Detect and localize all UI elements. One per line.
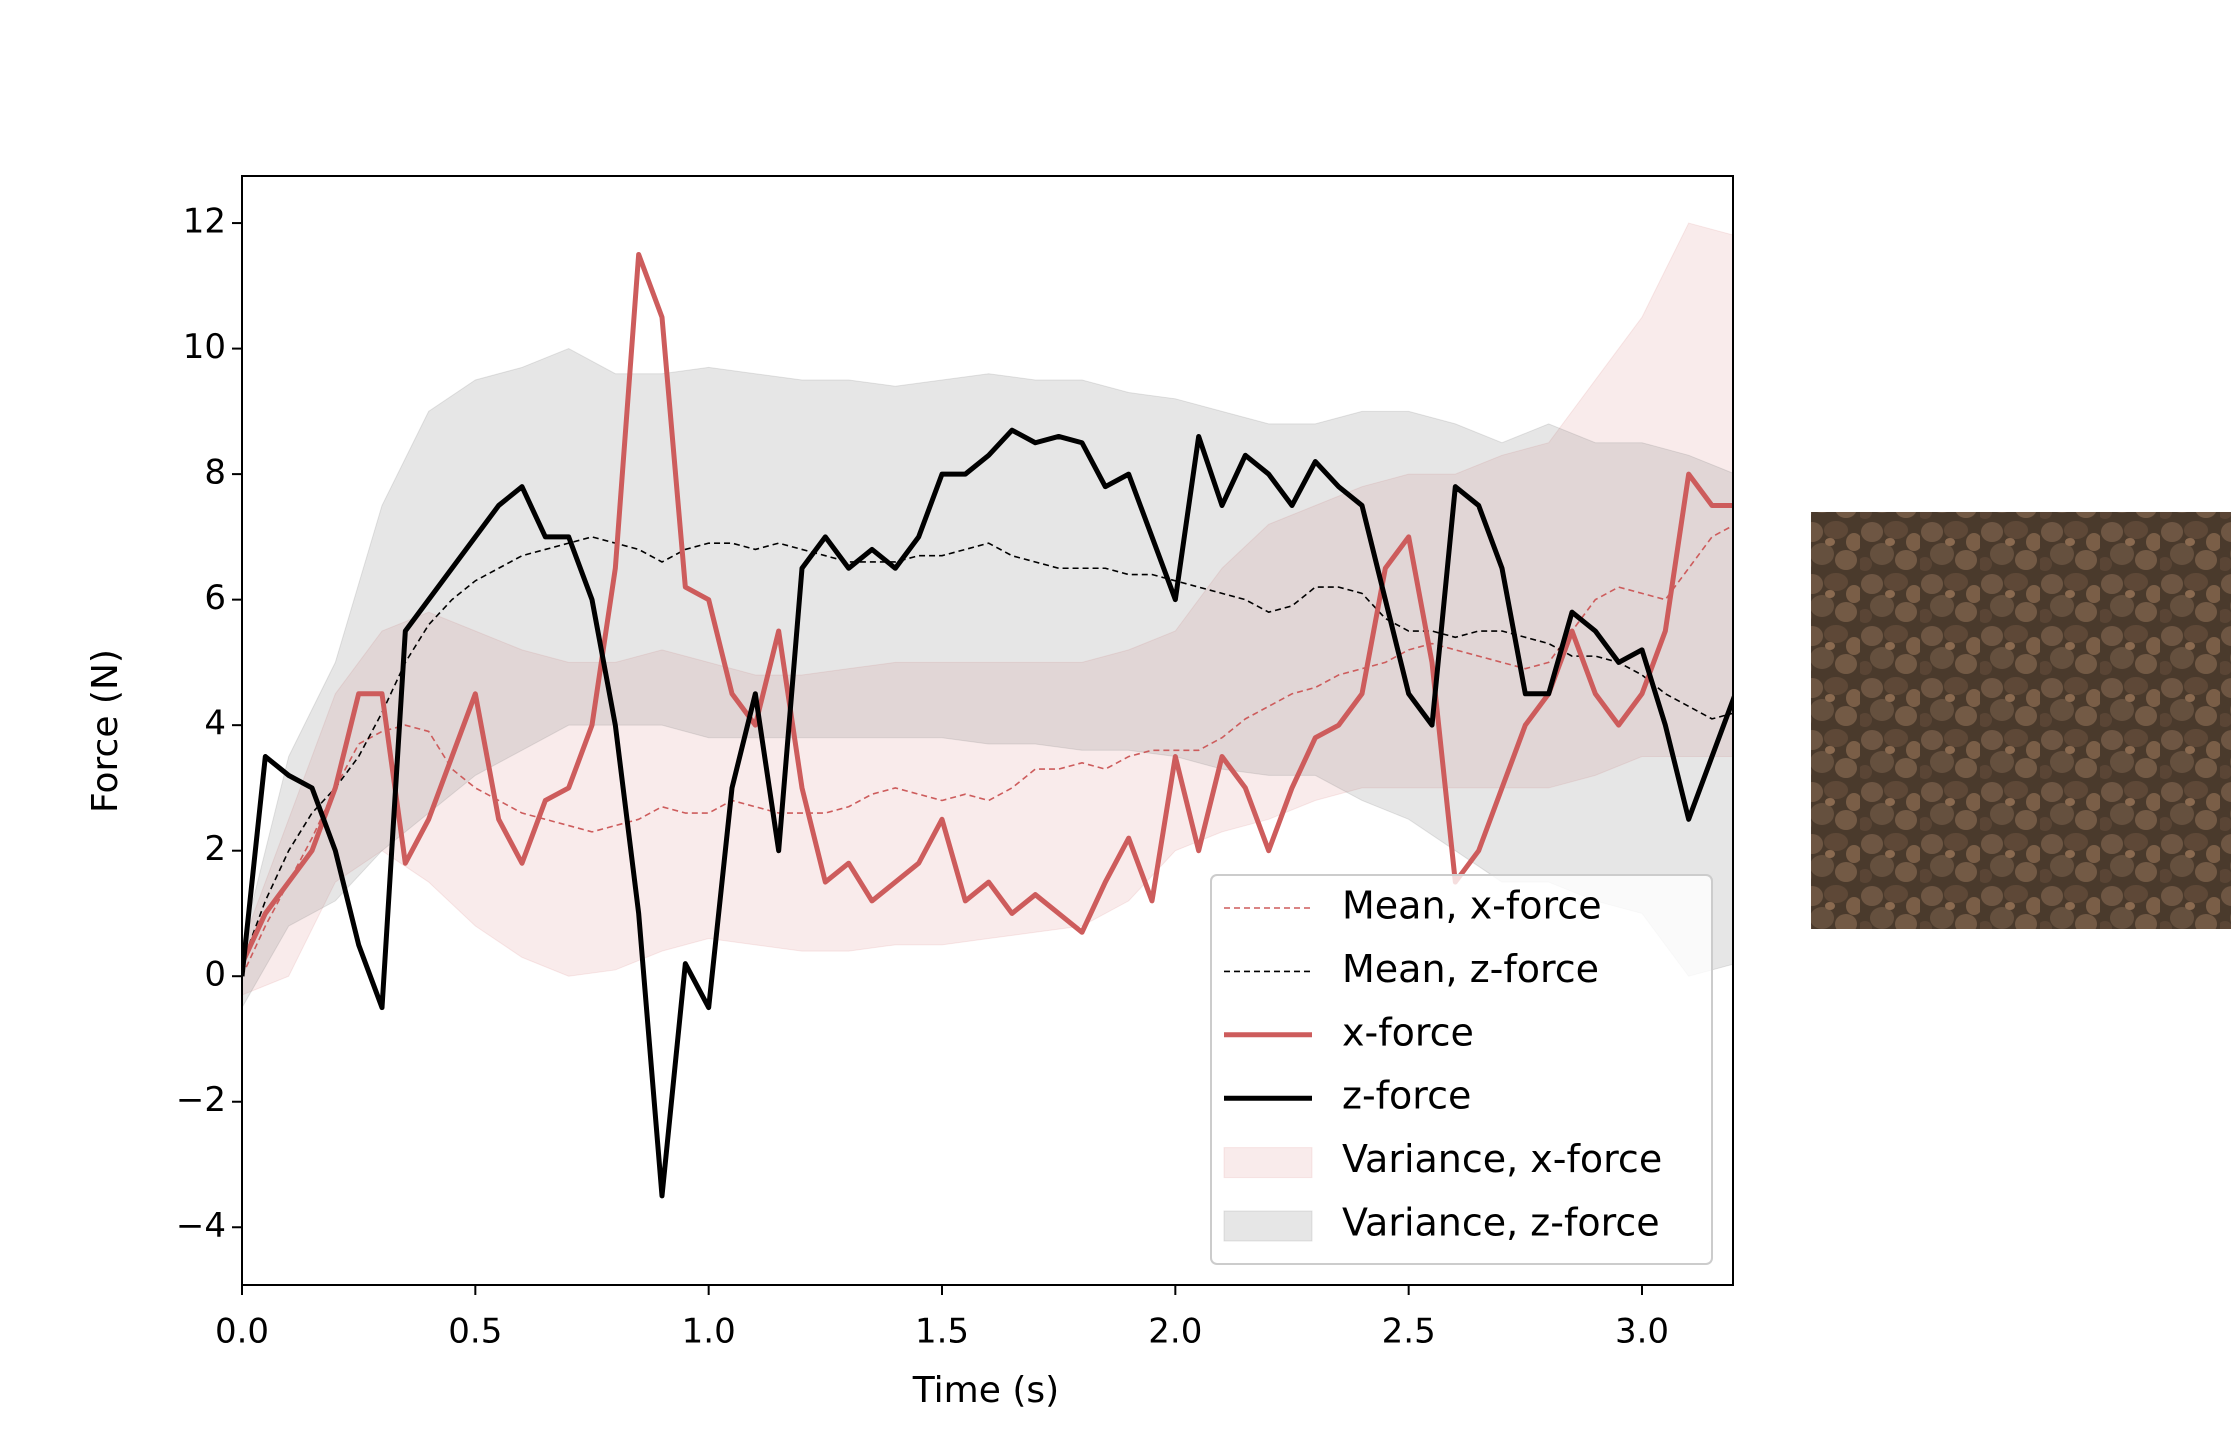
legend-label: Mean, x-force [1342, 884, 1602, 928]
force-line [242, 427, 1733, 1199]
y-tick-label: 2 [204, 829, 226, 869]
x-tick-label: 2.5 [1382, 1312, 1436, 1352]
variance-band [242, 348, 1733, 1009]
y-tick-label: 12 [183, 202, 226, 242]
y-tick-label: 6 [204, 578, 226, 618]
variance-band [242, 222, 1733, 996]
legend-label: Variance, x-force [1342, 1137, 1662, 1181]
x-tick-label: 2.0 [1148, 1312, 1202, 1352]
y-tick-label: 10 [183, 327, 226, 367]
y-tick-label: −2 [176, 1080, 226, 1120]
legend-label: z-force [1342, 1074, 1471, 1118]
legend-label: x-force [1342, 1010, 1474, 1054]
force-line [242, 251, 1733, 965]
y-tick-label: −4 [176, 1206, 226, 1246]
x-tick-label: 0.5 [448, 1312, 502, 1352]
mean-line [242, 536, 1733, 964]
x-tick-label: 3.0 [1615, 1312, 1669, 1352]
y-axis-label: Force (N) [85, 649, 126, 813]
x-tick-label: 0.0 [215, 1312, 269, 1352]
y-tick-label: 8 [204, 453, 226, 493]
legend-label: Mean, z-force [1342, 947, 1599, 991]
legend-box [1210, 874, 1713, 1265]
x-axis-label: Time (s) [912, 1370, 1059, 1411]
y-tick-label: 0 [204, 955, 226, 995]
axes-frame [241, 175, 1734, 1286]
legend-label: Variance, z-force [1342, 1201, 1660, 1245]
y-tick-label: 4 [204, 704, 226, 744]
soil-photo [1811, 512, 2231, 929]
legend-swatch [1223, 1210, 1313, 1242]
x-tick-label: 1.0 [682, 1312, 736, 1352]
mean-line [242, 524, 1733, 977]
plot-area [242, 222, 1733, 1199]
x-tick-label: 1.5 [915, 1312, 969, 1352]
legend-swatch [1223, 1147, 1313, 1179]
legend: Mean, x-force Mean, z-force x-force z-force… [1210, 874, 1713, 1265]
